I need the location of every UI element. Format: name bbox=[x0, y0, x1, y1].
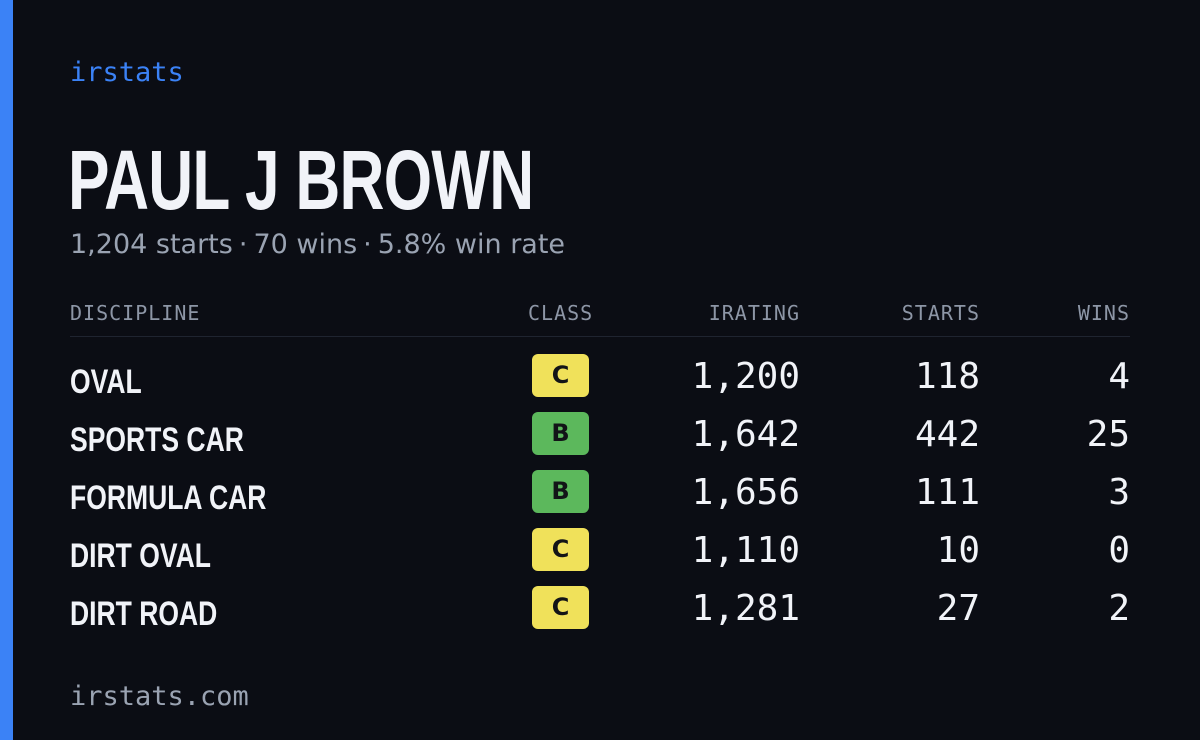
column-header-class: CLASS bbox=[528, 301, 594, 325]
irating-value: 1,281 bbox=[691, 588, 800, 629]
discipline-name: SPORTS CAR bbox=[70, 421, 244, 459]
driver-summary: 1,204 starts · 70 wins · 5.8% win rate bbox=[70, 228, 565, 262]
table-row: OVAL C 1,200 118 4 bbox=[70, 354, 1130, 412]
accent-bar bbox=[0, 0, 13, 740]
summary-separator: · bbox=[238, 229, 248, 260]
discipline-name: DIRT OVAL bbox=[70, 537, 211, 575]
irating-value: 1,642 bbox=[691, 414, 800, 455]
irating-value: 1,110 bbox=[691, 530, 800, 571]
irating-value: 1,200 bbox=[691, 356, 800, 397]
starts-value: 111 bbox=[914, 472, 980, 513]
starts-summary: 1,204 starts bbox=[70, 229, 233, 260]
irating-value: 1,656 bbox=[691, 472, 800, 513]
discipline-name: DIRT ROAD bbox=[70, 595, 218, 633]
discipline-name: FORMULA CAR bbox=[70, 479, 267, 517]
table-row: SPORTS CAR B 1,642 442 25 bbox=[70, 412, 1130, 470]
wins-value: 0 bbox=[1108, 530, 1130, 571]
win-rate-summary: 5.8% win rate bbox=[377, 229, 566, 260]
discipline-name: OVAL bbox=[70, 363, 142, 401]
wins-value: 4 bbox=[1108, 356, 1130, 397]
class-badge: C bbox=[532, 354, 589, 397]
class-badge: B bbox=[532, 470, 589, 513]
summary-separator: · bbox=[363, 229, 372, 260]
wins-value: 25 bbox=[1086, 414, 1130, 455]
class-badge: C bbox=[532, 586, 589, 629]
wins-value: 3 bbox=[1108, 472, 1130, 513]
driver-name: PAUL J BROWN bbox=[68, 133, 534, 227]
brand-logo: irstats bbox=[70, 57, 184, 88]
starts-value: 10 bbox=[936, 530, 980, 571]
table-row: DIRT ROAD C 1,281 27 2 bbox=[70, 586, 1130, 644]
starts-value: 27 bbox=[936, 588, 980, 629]
footer-domain: irstats.com bbox=[70, 681, 249, 712]
class-badge: C bbox=[532, 528, 589, 571]
class-badge: B bbox=[532, 412, 589, 455]
column-header-irating: IRATING bbox=[708, 301, 800, 325]
column-header-discipline: DISCIPLINE bbox=[70, 301, 201, 325]
wins-summary: 70 wins bbox=[253, 229, 358, 260]
table-row: DIRT OVAL C 1,110 10 0 bbox=[70, 528, 1130, 586]
column-header-starts: STARTS bbox=[901, 301, 980, 325]
column-header-wins: WINS bbox=[1077, 301, 1130, 325]
stats-table-header: DISCIPLINE CLASS IRATING STARTS WINS bbox=[70, 298, 1130, 337]
starts-value: 118 bbox=[914, 356, 980, 397]
starts-value: 442 bbox=[914, 414, 980, 455]
table-row: FORMULA CAR B 1,656 111 3 bbox=[70, 470, 1130, 528]
wins-value: 2 bbox=[1108, 588, 1130, 629]
